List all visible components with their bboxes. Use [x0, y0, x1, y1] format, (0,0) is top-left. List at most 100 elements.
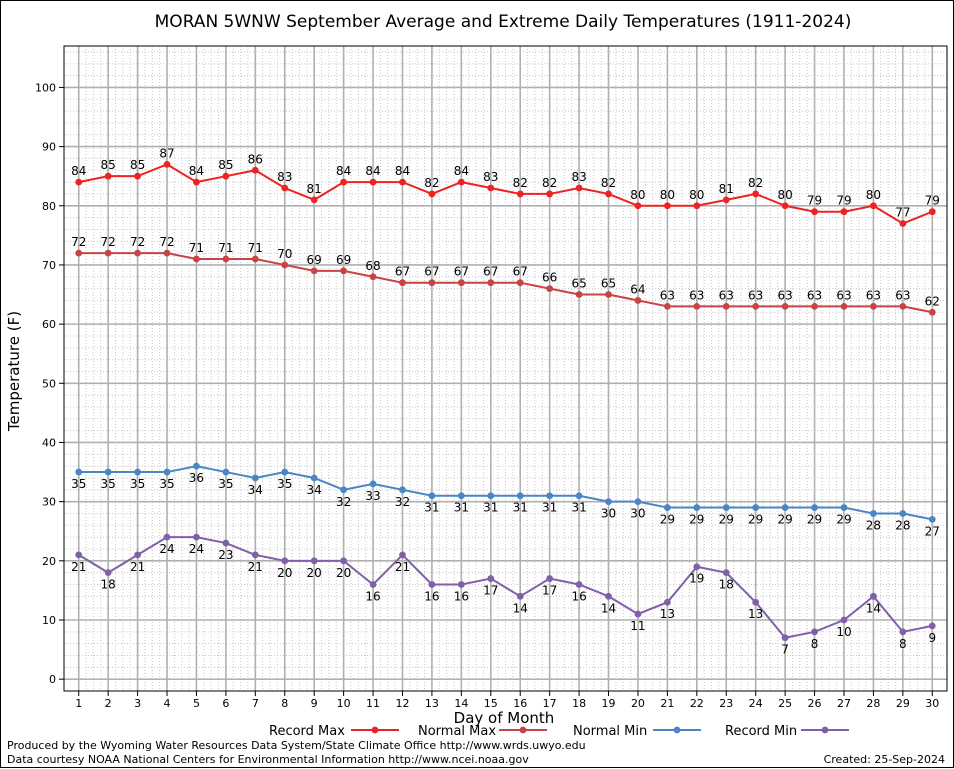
normal-min-point — [281, 468, 289, 476]
y-tick-label: 0 — [49, 673, 56, 686]
x-tick-label: 14 — [454, 697, 468, 710]
normal-max-point — [163, 249, 171, 257]
record-min-point — [634, 610, 642, 618]
record-max-data-label: 83 — [277, 170, 292, 184]
normal-min-data-label: 34 — [307, 483, 322, 497]
record-max-point — [251, 166, 259, 174]
record-max-point — [811, 208, 818, 216]
normal-max-point — [75, 249, 83, 257]
record-min-data-label: 8 — [899, 637, 907, 651]
normal-max-data-label: 72 — [101, 235, 116, 249]
normal-min-point — [251, 474, 259, 482]
record-max-point — [281, 184, 289, 192]
normal-min-point — [781, 504, 789, 511]
record-min-data-label: 20 — [307, 566, 322, 580]
normal-min-data-label: 29 — [748, 513, 763, 527]
chart-title: MORAN 5WNW September Average and Extreme… — [155, 12, 852, 32]
record-max-data-label: 79 — [925, 194, 940, 208]
normal-max-line — [78, 252, 933, 314]
legend-label-normal-min: Normal Min — [573, 724, 647, 739]
normal-max-data-label: 66 — [542, 271, 557, 285]
normal-max-point — [310, 267, 318, 275]
legend-label-record-min: Record Min — [725, 724, 797, 739]
normal-min-point — [399, 486, 406, 494]
record-min-data-label: 8 — [811, 637, 819, 651]
record-min-point — [722, 569, 730, 577]
normal-max-data-label: 72 — [130, 235, 145, 249]
x-tick-label: 12 — [395, 697, 409, 710]
record-max-data-label: 82 — [542, 176, 557, 190]
normal-max-data-label: 65 — [571, 277, 586, 291]
normal-min-point — [634, 498, 642, 506]
normal-max-data-label: 63 — [777, 288, 792, 302]
normal-min-point — [928, 515, 936, 523]
record-max-point — [928, 208, 936, 216]
normal-min-point — [193, 462, 200, 470]
normal-max-point — [899, 302, 907, 310]
x-tick-label: 13 — [425, 697, 439, 710]
x-tick-label: 10 — [337, 697, 351, 710]
record-max-point — [310, 196, 318, 204]
normal-min-data-label: 29 — [689, 513, 704, 527]
normal-max-data-label: 71 — [189, 241, 204, 255]
record-min-point — [663, 598, 671, 606]
record-min-data-label: 21 — [395, 560, 410, 574]
record-max-data-label: 84 — [189, 164, 204, 178]
record-max-point — [752, 190, 760, 198]
normal-max-point — [369, 273, 377, 281]
normal-min-data-label: 31 — [424, 501, 439, 515]
x-tick-label: 21 — [660, 697, 674, 710]
y-tick-label: 50 — [42, 377, 56, 390]
normal-max-data-label: 67 — [424, 265, 439, 279]
record-min-point — [251, 551, 259, 559]
record-max-point — [899, 220, 907, 227]
record-min-data-label: 7 — [781, 643, 789, 657]
normal-max-data-label: 68 — [365, 259, 380, 273]
record-max-point — [369, 178, 377, 186]
x-tick-label: 11 — [366, 697, 380, 710]
record-max-point — [516, 190, 524, 198]
record-min-data-label: 16 — [424, 589, 439, 603]
normal-max-point — [634, 297, 642, 304]
normal-min-data-label: 32 — [336, 495, 351, 509]
x-tick-label: 16 — [513, 697, 527, 710]
normal-max-data-label: 71 — [248, 241, 263, 255]
record-max-point — [340, 178, 348, 186]
normal-max-data-label: 67 — [513, 265, 528, 279]
normal-min-point — [369, 480, 377, 488]
record-min-point — [281, 557, 289, 565]
record-max-data-label: 85 — [101, 158, 116, 172]
record-max-data-label: 80 — [660, 188, 675, 202]
normal-max-data-label: 63 — [748, 288, 763, 302]
x-tick-label: 23 — [719, 697, 733, 710]
record-max-data-label: 84 — [454, 164, 469, 178]
normal-max-data-label: 72 — [71, 235, 86, 249]
normal-min-data-label: 30 — [630, 507, 645, 521]
normal-max-data-label: 62 — [925, 294, 940, 308]
legend: Record Max Normal Max Normal Min Record Min — [269, 724, 849, 739]
normal-min-data-label: 35 — [71, 477, 86, 491]
normal-max-point — [605, 291, 612, 298]
normal-max-point — [663, 302, 671, 310]
normal-min-point — [340, 486, 348, 494]
footer-created-date: Created: 25-Sep-2024 — [824, 753, 945, 766]
x-tick-label: 30 — [925, 697, 939, 710]
normal-max-data-label: 64 — [630, 282, 645, 296]
record-max-point — [575, 184, 583, 192]
normal-min-data-label: 35 — [101, 477, 116, 491]
x-tick-label: 1 — [75, 697, 82, 710]
record-max-point — [840, 208, 848, 216]
normal-max-point — [399, 279, 406, 287]
record-max-data-label: 85 — [218, 158, 233, 172]
normal-min-data-label: 29 — [660, 513, 675, 527]
footer-data-source: Data courtesy NOAA National Centers for … — [7, 753, 529, 766]
normal-max-point — [840, 302, 848, 310]
record-min-data-label: 10 — [836, 625, 851, 639]
record-max-data-label: 81 — [719, 182, 734, 196]
normal-min-point — [840, 504, 848, 511]
record-min-point — [693, 563, 701, 571]
normal-min-point — [104, 468, 112, 476]
record-max-point — [634, 202, 642, 210]
record-min-data-label: 18 — [719, 578, 734, 592]
record-min-point — [870, 592, 877, 600]
